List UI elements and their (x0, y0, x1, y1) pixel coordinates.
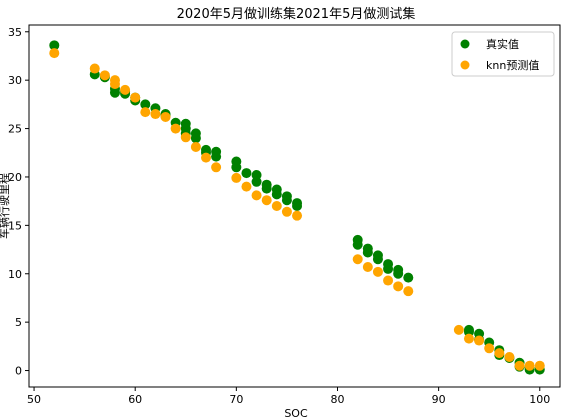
knn-prediction-point (99, 70, 110, 81)
knn-prediction-point (170, 123, 181, 134)
x-tick-label: 90 (432, 393, 446, 406)
knn-prediction-point (524, 360, 535, 371)
y-tick-label: 20 (8, 171, 22, 184)
real-value-point (352, 239, 363, 250)
knn-prediction-point (352, 254, 363, 265)
legend-marker-real (460, 39, 470, 49)
series-layer (49, 40, 545, 375)
knn-prediction-point (453, 324, 464, 335)
real-value-point (251, 176, 262, 187)
knn-prediction-point (231, 172, 242, 183)
knn-prediction-point (180, 132, 191, 143)
knn-prediction-point (403, 286, 414, 297)
knn-prediction-point (49, 48, 60, 59)
real-value-point (109, 87, 120, 98)
knn-prediction-point (130, 92, 141, 103)
knn-prediction-point (271, 201, 282, 211)
x-tick-label: 60 (128, 393, 142, 406)
knn-prediction-point (484, 343, 495, 354)
y-tick-label: 0 (15, 365, 22, 378)
real-value-point (372, 254, 383, 265)
knn-prediction-point (190, 141, 201, 152)
plot-area-frame (28, 24, 561, 388)
real-value-point (292, 201, 303, 211)
real-value-point (281, 195, 292, 206)
real-value-point (362, 247, 373, 258)
legend-box (451, 31, 555, 77)
real-value-point (403, 272, 414, 283)
chart-title: 2020年5月做训练集2021年5月做测试集 (177, 6, 416, 22)
real-value-point (271, 189, 282, 200)
legend: 真实值 knn预测值 (451, 31, 555, 77)
real-value-point (393, 268, 404, 279)
y-tick-label: 35 (8, 26, 22, 39)
y-tick-label: 10 (8, 268, 22, 281)
knn-prediction-point (534, 360, 545, 371)
x-axis-ticks: 50 60 70 80 90 100 (27, 387, 550, 406)
knn-prediction-point (150, 109, 161, 120)
knn-prediction-point (281, 206, 292, 217)
y-tick-label: 5 (15, 316, 22, 329)
y-tick-label: 25 (8, 123, 22, 136)
knn-prediction-point (504, 351, 515, 362)
real-value-point (241, 168, 252, 179)
y-axis-ticks: 0 5 10 15 20 25 30 35 (8, 26, 29, 378)
knn-prediction-point (383, 275, 394, 286)
knn-prediction-point (463, 333, 474, 344)
knn-prediction-point (514, 360, 525, 371)
real-value-point (211, 151, 222, 162)
knn-prediction-point (211, 162, 222, 173)
legend-marker-knn (460, 60, 470, 70)
x-axis-label: SOC (284, 407, 308, 420)
knn-prediction-point (251, 190, 262, 201)
knn-prediction-point (201, 152, 211, 163)
knn-prediction-point (261, 195, 272, 206)
x-tick-label: 70 (229, 393, 243, 406)
knn-prediction-point (120, 84, 131, 95)
x-tick-label: 80 (330, 393, 344, 406)
real-value-point (383, 263, 394, 274)
knn-prediction-point (474, 335, 485, 346)
knn-prediction-point (362, 261, 373, 272)
knn-prediction-point (160, 111, 171, 122)
real-value-point (190, 133, 201, 144)
real-value-point (261, 183, 272, 194)
y-axis-label: 车辆行驶里程 (0, 173, 11, 239)
knn-prediction-point (372, 266, 383, 277)
knn-prediction-point (292, 210, 303, 221)
knn-prediction-point (109, 79, 120, 90)
knn-prediction-point (494, 348, 505, 359)
knn-prediction-point (89, 63, 100, 74)
series-knn (49, 48, 545, 371)
knn-prediction-point (140, 107, 151, 118)
y-tick-label: 15 (8, 219, 22, 232)
legend-label-real: 真实值 (486, 37, 519, 51)
real-value-point (140, 99, 151, 110)
x-tick-label: 50 (27, 393, 41, 406)
knn-prediction-point (241, 181, 252, 192)
real-value-point (231, 162, 242, 173)
real-value-point (49, 40, 60, 51)
y-tick-label: 30 (8, 74, 22, 87)
x-tick-label: 100 (529, 393, 550, 406)
legend-label-knn: knn预测值 (486, 59, 539, 72)
knn-prediction-point (393, 281, 404, 292)
